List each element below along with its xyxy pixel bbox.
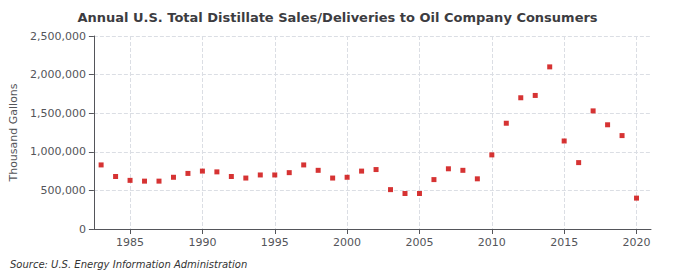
svg-text:2010: 2010 (478, 236, 506, 249)
svg-text:1995: 1995 (261, 236, 289, 249)
svg-text:2,500,000: 2,500,000 (30, 30, 86, 43)
svg-text:1,000,000: 1,000,000 (30, 145, 86, 158)
svg-text:Annual U.S. Total Distillate S: Annual U.S. Total Distillate Sales/Deliv… (77, 10, 597, 25)
svg-text:2,000,000: 2,000,000 (30, 68, 86, 81)
svg-text:Source: U.S. Energy Informatio: Source: U.S. Energy Information Administ… (10, 259, 247, 270)
svg-text:2020: 2020 (623, 236, 651, 249)
svg-text:1,500,000: 1,500,000 (30, 107, 86, 120)
svg-text:Thousand Gallons: Thousand Gallons (7, 83, 20, 182)
svg-text:2005: 2005 (405, 236, 433, 249)
svg-text:2000: 2000 (333, 236, 361, 249)
svg-text:0: 0 (79, 223, 86, 236)
svg-text:500,000: 500,000 (40, 184, 86, 197)
svg-text:1990: 1990 (188, 236, 216, 249)
svg-text:2015: 2015 (550, 236, 578, 249)
svg-text:1985: 1985 (116, 236, 144, 249)
